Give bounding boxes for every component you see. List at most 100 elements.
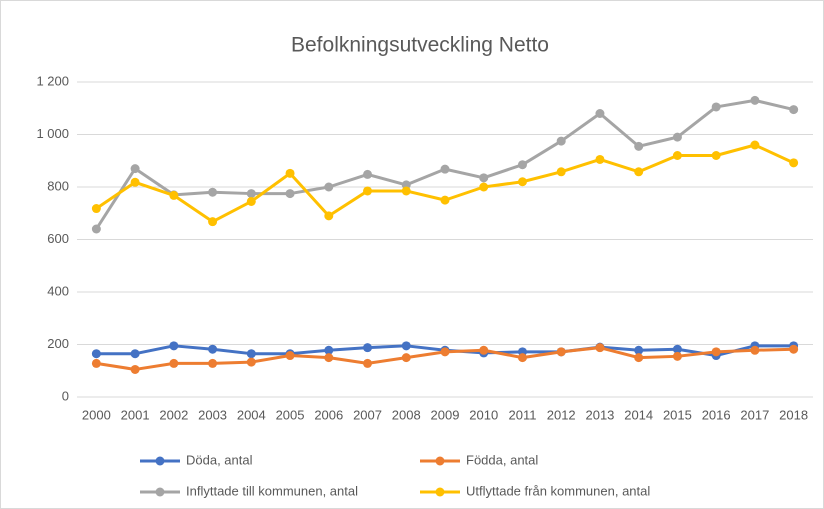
- x-tick-label: 2006: [314, 407, 343, 422]
- data-point: [363, 169, 373, 179]
- legend-marker: [155, 456, 165, 466]
- data-point: [672, 151, 682, 160]
- y-tick-label: 1 200: [36, 73, 69, 88]
- data-point: [246, 357, 256, 367]
- data-point: [363, 186, 373, 196]
- data-point: [789, 344, 799, 354]
- data-point: [517, 353, 527, 363]
- data-point: [285, 351, 295, 361]
- data-point: [556, 136, 566, 146]
- data-point: [130, 349, 140, 359]
- data-point: [246, 196, 256, 206]
- data-point: [246, 189, 256, 199]
- data-point: [130, 177, 140, 187]
- data-point: [91, 224, 101, 234]
- x-tick-label: 2014: [624, 407, 653, 422]
- x-tick-label: 2012: [547, 407, 576, 422]
- legend-marker: [435, 456, 445, 466]
- x-tick-label: 2011: [508, 407, 536, 422]
- y-tick-label: 600: [47, 231, 69, 246]
- x-tick-label: 2007: [353, 407, 382, 422]
- data-point: [285, 168, 295, 178]
- x-tick-label: 2005: [276, 407, 305, 422]
- data-point: [634, 167, 644, 177]
- data-point: [789, 158, 799, 168]
- data-point: [401, 186, 411, 196]
- data-point: [440, 164, 450, 174]
- data-point: [672, 344, 682, 354]
- x-tick-label: 2000: [82, 407, 111, 422]
- data-point: [130, 164, 140, 174]
- data-point: [556, 347, 566, 357]
- legend-label: Döda, antal: [186, 452, 253, 467]
- legend-label: Födda, antal: [466, 452, 538, 467]
- data-point: [169, 190, 179, 200]
- x-tick-label: 2004: [237, 407, 266, 422]
- data-point: [401, 341, 411, 351]
- data-point: [634, 141, 644, 151]
- data-point: [324, 353, 334, 363]
- y-tick-label: 800: [47, 178, 69, 193]
- data-point: [479, 173, 489, 183]
- data-point: [130, 364, 140, 374]
- data-point: [711, 151, 721, 160]
- y-tick-label: 200: [47, 336, 69, 351]
- x-tick-label: 2002: [159, 407, 188, 422]
- x-tick-label: 2010: [469, 407, 498, 422]
- x-tick-label: 2003: [198, 407, 227, 422]
- x-tick-label: 2018: [779, 407, 808, 422]
- x-tick-label: 2001: [121, 407, 150, 422]
- legend-marker: [155, 487, 165, 497]
- data-point: [91, 358, 101, 368]
- data-point: [711, 347, 721, 357]
- data-point: [440, 347, 450, 357]
- data-point: [324, 211, 334, 221]
- data-point: [91, 204, 101, 214]
- y-tick-label: 0: [62, 388, 69, 403]
- data-point: [634, 353, 644, 363]
- data-point: [517, 177, 527, 187]
- data-point: [517, 160, 527, 170]
- data-point: [246, 349, 256, 359]
- data-point: [672, 351, 682, 361]
- data-point: [595, 343, 605, 353]
- data-point: [91, 349, 101, 359]
- data-point: [440, 195, 450, 205]
- data-point: [556, 167, 566, 177]
- y-tick-label: 400: [47, 283, 69, 298]
- data-point: [208, 217, 218, 227]
- x-tick-label: 2008: [392, 407, 421, 422]
- data-point: [672, 132, 682, 142]
- data-point: [363, 358, 373, 368]
- data-point: [169, 358, 179, 368]
- x-tick-label: 2017: [740, 407, 769, 422]
- data-point: [208, 344, 218, 354]
- data-point: [750, 345, 760, 355]
- data-point: [363, 343, 373, 353]
- data-point: [711, 102, 721, 112]
- y-tick-label: 1 000: [36, 126, 69, 141]
- data-point: [169, 341, 179, 351]
- data-point: [285, 189, 295, 199]
- data-point: [750, 140, 760, 150]
- data-point: [595, 109, 605, 118]
- chart-title: Befolkningsutveckling Netto: [291, 34, 549, 57]
- x-tick-label: 2015: [663, 407, 692, 422]
- data-point: [324, 182, 334, 192]
- legend-label: Utflyttade från kommunen, antal: [466, 483, 650, 498]
- x-tick-label: 2013: [585, 407, 614, 422]
- data-point: [324, 345, 334, 355]
- data-point: [479, 345, 489, 355]
- data-point: [750, 95, 760, 105]
- data-point: [208, 358, 218, 368]
- legend-marker: [435, 487, 445, 497]
- data-point: [401, 353, 411, 363]
- x-tick-label: 2016: [702, 407, 731, 422]
- data-point: [479, 182, 489, 192]
- data-point: [634, 345, 644, 355]
- legend-label: Inflyttade till kommunen, antal: [186, 483, 358, 498]
- data-point: [789, 105, 799, 115]
